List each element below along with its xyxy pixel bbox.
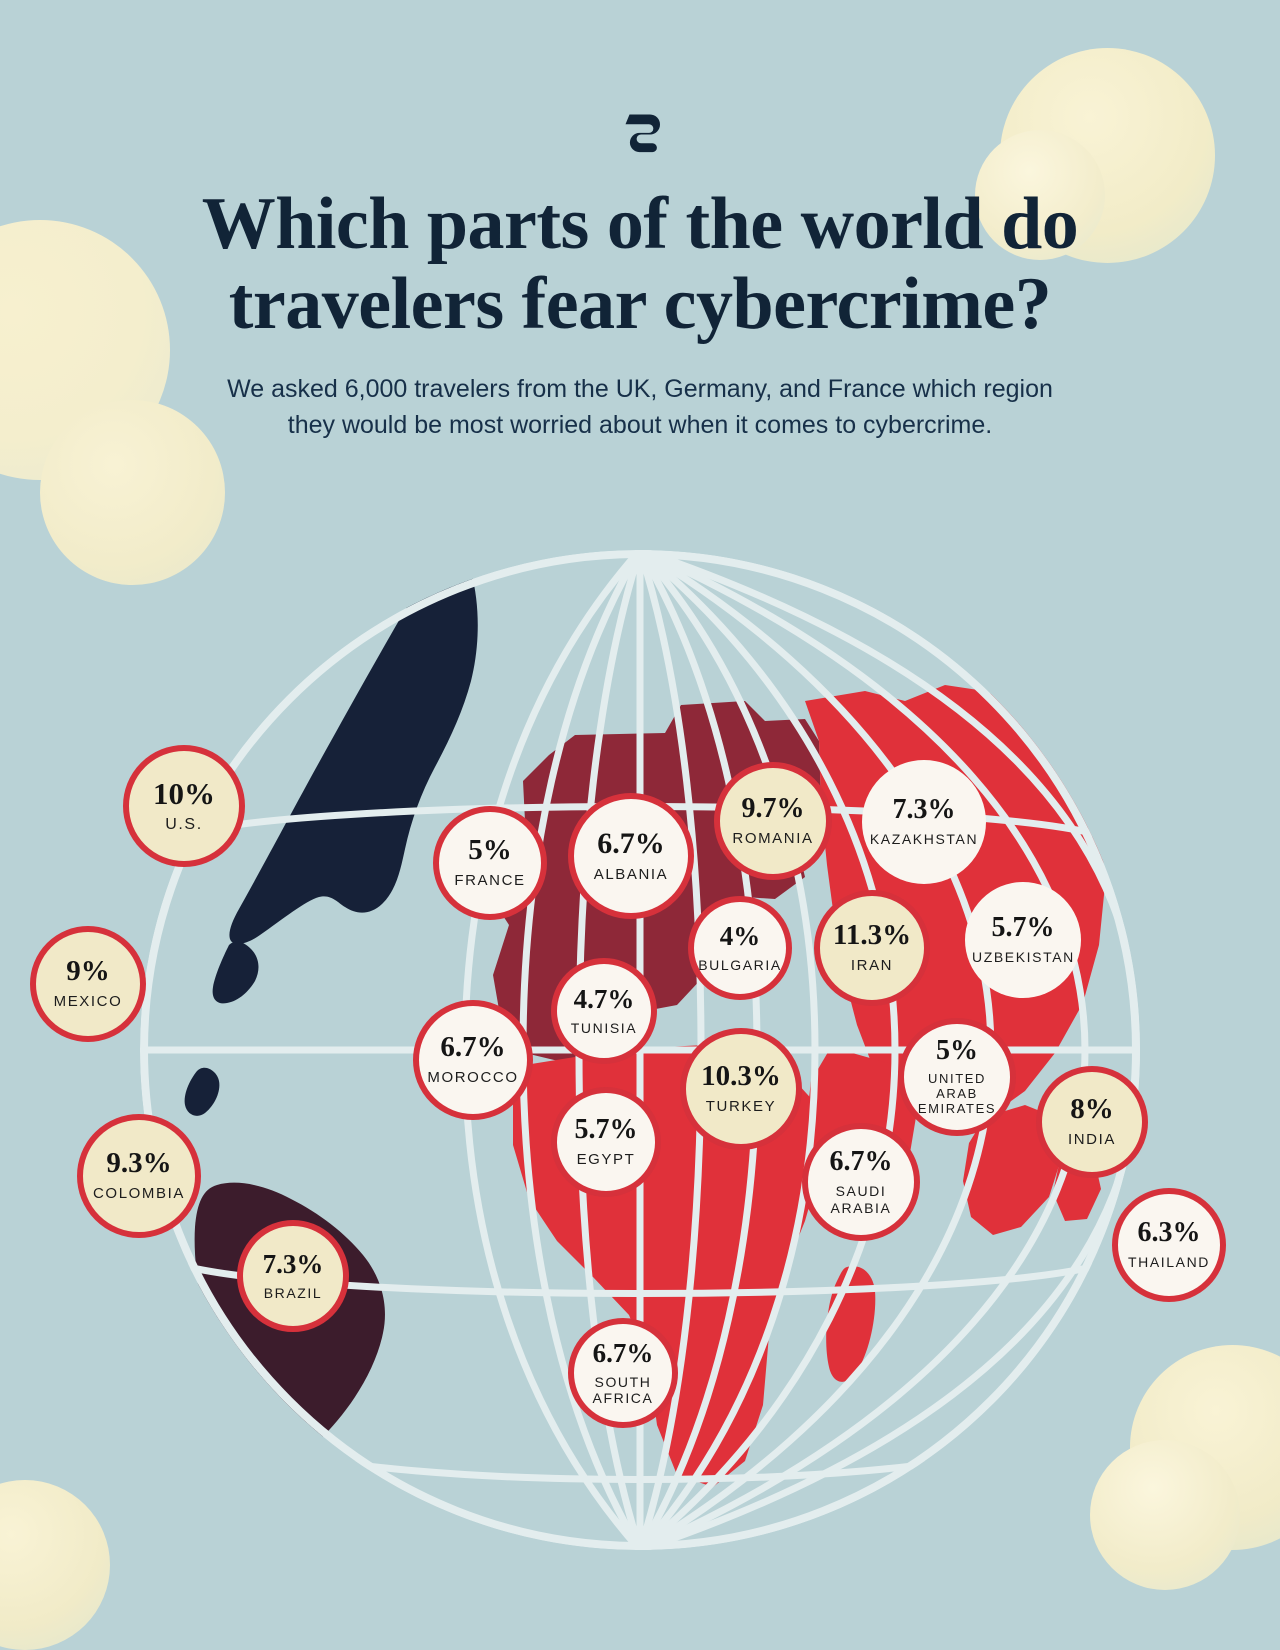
bubble-marker-mexico[interactable]: 9% MEXICO [30,926,146,1042]
bubble-value: 6.7% [592,1337,654,1368]
page-subtitle-line-1: We asked 6,000 travelers from the UK, Ge… [227,375,1053,403]
bubble-label: IRAN [850,957,894,975]
bubble-label: TUNISIA [570,1019,638,1036]
bubble-value: 7.3% [262,1248,324,1279]
bubble-marker-united-arab-emirates[interactable]: 5% UNITED ARAB EMIRATES [898,1018,1016,1136]
bubble-label: MEXICO [53,993,123,1011]
bubble-marker-bulgaria[interactable]: 4% BULGARIA [688,896,792,1000]
decorative-circle-bottom-left [0,1480,110,1650]
bubble-value: 5% [936,1035,978,1067]
bubble-marker-saudi-arabia[interactable]: 6.7% SAUDI ARABIA [802,1123,920,1241]
bubble-label: COLOMBIA [93,1185,185,1203]
bubble-marker-colombia[interactable]: 9.3% COLOMBIA [77,1114,201,1238]
bubble-label: INDIA [1067,1131,1116,1149]
bubble-label: U.S. [165,815,203,833]
bubble-value: 6.7% [597,826,665,860]
bubble-value: 6.7% [440,1031,506,1064]
bubble-marker-kazakhstan[interactable]: 7.3% KAZAKHSTAN [862,760,986,884]
bubble-marker-u-s[interactable]: 10% U.S. [123,745,245,867]
bubble-marker-morocco[interactable]: 6.7% MOROCCO [413,1000,533,1120]
expressvpn-logo-icon [625,114,660,153]
bubble-marker-thailand[interactable]: 6.3% THAILAND [1112,1188,1226,1302]
bubble-label: SAUDI ARABIA [830,1183,892,1216]
bubble-label: BRAZIL [263,1284,323,1301]
bubble-value: 8% [1070,1093,1114,1126]
bubble-label: ROMANIA [732,829,814,847]
bubble-value: 5.7% [574,1113,638,1145]
bubble-marker-uzbekistan[interactable]: 5.7% UZBEKISTAN [965,882,1081,998]
landmass-central-america [184,1067,220,1116]
bubble-label: UZBEKISTAN [972,949,1075,966]
globe-illustration [105,505,1175,1595]
bubble-value: 9% [66,955,110,988]
brand-logo [0,105,1280,161]
bubble-value: 10.3% [701,1060,781,1093]
bubble-value: 4% [719,920,761,951]
bubble-marker-south-africa[interactable]: 6.7% SOUTH AFRICA [568,1318,678,1428]
globe-outline [140,550,1140,1550]
bubble-label: UNITED ARAB EMIRATES [917,1071,997,1116]
bubble-marker-turkey[interactable]: 10.3% TURKEY [680,1028,802,1150]
bubble-value: 10% [153,775,215,811]
bubble-value: 7.3% [892,794,956,826]
bubble-value: 6.3% [1137,1217,1201,1249]
bubble-value: 5.7% [991,912,1055,944]
bubble-label: EGYPT [576,1150,636,1168]
bubble-label: KAZAKHSTAN [869,831,979,848]
page-subtitle: We asked 6,000 travelers from the UK, Ge… [135,372,1145,443]
bubble-label: MOROCCO [427,1069,519,1087]
bubble-marker-india[interactable]: 8% INDIA [1036,1066,1148,1178]
bubble-marker-tunisia[interactable]: 4.7% TUNISIA [551,958,657,1064]
bubble-marker-albania[interactable]: 6.7% ALBANIA [568,793,694,919]
page-title-line-2: travelers fear cybercrime? [228,262,1052,345]
bubble-marker-france[interactable]: 5% FRANCE [433,806,547,920]
landmass-south-america-tip [256,1473,303,1550]
bubble-value: 4.7% [573,983,635,1014]
bubble-value: 9.7% [741,792,805,824]
bubble-label: TURKEY [705,1098,777,1116]
bubble-value: 11.3% [832,919,912,952]
bubble-value: 5% [468,834,512,867]
landmass-north-america-lower [212,941,259,1004]
bubble-label: THAILAND [1127,1254,1211,1271]
bubble-label: FRANCE [454,872,526,890]
page-subtitle-line-2: they would be most worried about when it… [287,410,993,439]
bubble-value: 9.3% [106,1147,172,1180]
bubble-label: BULGARIA [698,956,782,973]
bubble-marker-romania[interactable]: 9.7% ROMANIA [714,762,832,880]
bubble-label: SOUTH AFRICA [592,1373,654,1406]
bubble-marker-egypt[interactable]: 5.7% EGYPT [551,1087,661,1197]
bubble-label: ALBANIA [593,865,669,883]
bubble-value: 6.7% [829,1146,893,1178]
landmass-north-america [229,550,478,944]
bubble-marker-iran[interactable]: 11.3% IRAN [814,890,930,1006]
bubble-marker-brazil[interactable]: 7.3% BRAZIL [237,1220,349,1332]
page-title-line-1: Which parts of the world do [201,183,1079,265]
page-title: Which parts of the world do travelers fe… [110,183,1170,345]
